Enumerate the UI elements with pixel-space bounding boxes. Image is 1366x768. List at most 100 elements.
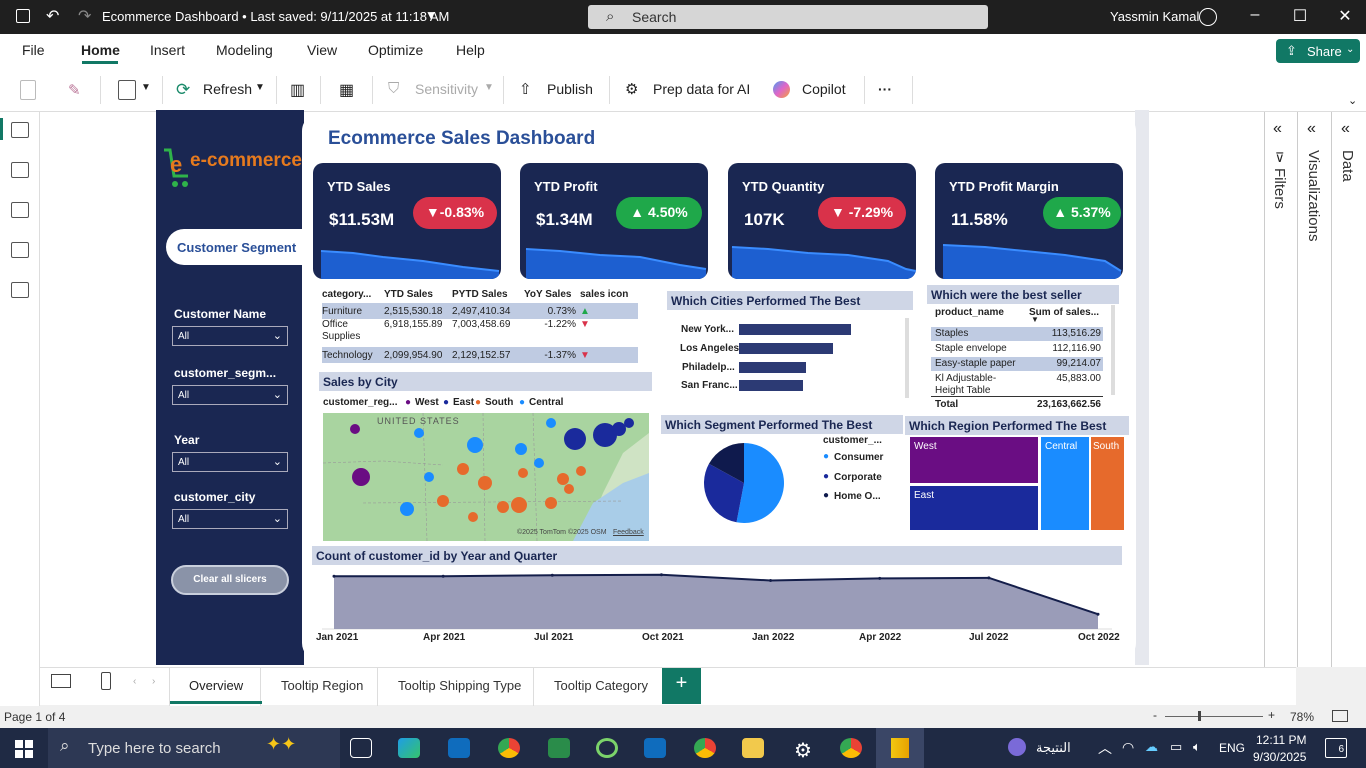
cloud-icon[interactable]: ☁: [1145, 739, 1158, 754]
language-indicator[interactable]: ENG: [1219, 741, 1246, 755]
cities-bar-chart[interactable]: New York... Los Angeles Philadelp... San…: [667, 316, 913, 398]
new-visual-icon[interactable]: ▥: [290, 82, 306, 99]
zoom-level[interactable]: 78%: [1290, 710, 1315, 724]
city-bar[interactable]: [739, 343, 834, 354]
table-row[interactable]: Furniture 2,515,530.18 2,497,410.34 0.73…: [322, 303, 638, 319]
data-point[interactable]: [1096, 612, 1100, 616]
filters-pane-tab[interactable]: Filters: [1271, 168, 1288, 209]
column-header[interactable]: YoY Sales: [524, 288, 572, 300]
file-explorer-icon[interactable]: [742, 738, 764, 758]
city-bar[interactable]: [739, 362, 807, 373]
table-row[interactable]: Staples 113,516.29: [931, 327, 1103, 341]
legend-item[interactable]: East: [453, 397, 475, 408]
copilot-button[interactable]: Copilot: [802, 81, 846, 97]
maximize-icon[interactable]: ☐: [1292, 8, 1308, 25]
tab-tooltip-shipping[interactable]: [378, 668, 534, 706]
column-header[interactable]: PYTD Sales: [452, 288, 508, 300]
legend-item[interactable]: Corporate: [834, 472, 882, 483]
tmdl-view-icon[interactable]: [11, 282, 29, 298]
column-header[interactable]: YTD Sales: [384, 288, 433, 300]
next-page-icon[interactable]: ›: [152, 676, 156, 687]
kpi-card-ytd-profit-margin[interactable]: YTD Profit Margin 11.58% ▲ 5.37%: [935, 163, 1123, 279]
sales-map[interactable]: UNITED STATES ©2025 TomTom ©2025 OSM Fee…: [323, 413, 649, 541]
tab-label[interactable]: Tooltip Region: [281, 678, 364, 693]
wifi-icon[interactable]: ◠: [1122, 739, 1135, 755]
redo-icon[interactable]: ↷: [78, 8, 92, 25]
column-header[interactable]: product_name: [935, 307, 1004, 318]
best-seller-table[interactable]: product_name Sum of sales... ▼ Staples 11…: [931, 305, 1115, 411]
kpi-card-ytd-sales[interactable]: YTD Sales $11.53M ▼-0.83%: [313, 163, 501, 279]
collapse-filters-icon[interactable]: «: [1273, 120, 1282, 137]
legend-item[interactable]: South: [485, 397, 514, 408]
search-box[interactable]: ⌕ Search: [588, 5, 988, 29]
menu-home[interactable]: Home: [81, 42, 120, 58]
document-title[interactable]: Ecommerce Dashboard • Last saved: 9/11/2…: [102, 9, 450, 24]
app-icon[interactable]: [596, 738, 618, 758]
tab-label[interactable]: Tooltip Shipping Type: [398, 678, 522, 693]
share-button[interactable]: ⇪ Share ⌄: [1276, 39, 1360, 63]
menu-modeling[interactable]: Modeling: [216, 42, 273, 58]
fit-to-page-icon[interactable]: [1332, 710, 1348, 722]
treemap-south[interactable]: South: [1090, 436, 1125, 531]
kpi-card-ytd-profit[interactable]: YTD Profit $1.34M ▲ 4.50%: [520, 163, 708, 279]
volume-icon[interactable]: 🔈︎: [1193, 739, 1201, 754]
refresh-button[interactable]: Refresh: [203, 81, 253, 97]
legend-item[interactable]: West: [415, 397, 439, 408]
save-icon[interactable]: [16, 9, 30, 23]
city-bar[interactable]: [739, 324, 851, 335]
column-header[interactable]: category...: [322, 288, 372, 300]
more-options-icon[interactable]: ···: [878, 81, 892, 97]
data-point[interactable]: [769, 578, 773, 582]
category-table[interactable]: category... YTD Sales PYTD Sales YoY Sal…: [322, 285, 638, 365]
zoom-slider-thumb[interactable]: [1198, 711, 1201, 721]
report-view-icon[interactable]: [11, 122, 29, 138]
tab-overview[interactable]: [169, 668, 262, 706]
powerbi-taskbar-button[interactable]: [876, 728, 924, 768]
year-slicer[interactable]: All ⌄: [172, 452, 288, 472]
settings-gear-icon[interactable]: ⚙: [794, 740, 812, 762]
legend-item[interactable]: Home O...: [834, 491, 881, 502]
minimize-icon[interactable]: –: [1250, 6, 1260, 23]
publish-icon[interactable]: ⇧: [519, 81, 532, 98]
dax-query-icon[interactable]: [11, 242, 29, 258]
show-hidden-icons-icon[interactable]: ︿: [1098, 740, 1112, 756]
menu-view[interactable]: View: [307, 42, 338, 58]
menu-optimize[interactable]: Optimize: [368, 42, 424, 58]
model-view-icon[interactable]: [11, 202, 29, 218]
copilot-icon[interactable]: [773, 81, 790, 98]
visualizations-pane-tab[interactable]: Visualizations: [1305, 150, 1322, 242]
data-point[interactable]: [878, 576, 882, 580]
sort-icon[interactable]: ▼: [1031, 315, 1039, 324]
table-row[interactable]: Office Supplies 6,918,155.89 7,003,458.6…: [322, 319, 638, 347]
calculator-icon[interactable]: ▦: [339, 82, 355, 99]
windows-start-icon[interactable]: [15, 740, 33, 758]
kpi-card-ytd-quantity[interactable]: YTD Quantity 107K ▼ -7.29%: [728, 163, 916, 279]
add-page-button[interactable]: +: [662, 668, 701, 704]
count-area-chart[interactable]: [312, 565, 1122, 647]
desktop-layout-icon[interactable]: [51, 674, 71, 688]
taskbar-search[interactable]: ⌕ Type here to search ✦✦: [48, 728, 340, 768]
table-row[interactable]: Easy-staple paper 99,214.07: [931, 357, 1103, 371]
task-view-icon[interactable]: [350, 738, 372, 758]
treemap-central[interactable]: Central: [1040, 436, 1090, 531]
column-header[interactable]: sales icon: [580, 288, 629, 300]
data-point[interactable]: [550, 573, 554, 577]
zoom-slider[interactable]: [1165, 716, 1263, 717]
data-pane-tab[interactable]: Data: [1339, 150, 1356, 182]
menu-file[interactable]: File: [22, 42, 45, 58]
data-point[interactable]: [332, 574, 336, 578]
table-row[interactable]: Technology 2,099,954.90 2,129,152.57 -1.…: [322, 347, 638, 363]
battery-icon[interactable]: ▭: [1170, 739, 1183, 754]
paste-icon[interactable]: [20, 80, 36, 100]
clock-date[interactable]: 9/30/2025: [1253, 750, 1307, 764]
clock-time[interactable]: 12:11 PM: [1256, 733, 1307, 747]
tab-label[interactable]: Tooltip Category: [554, 678, 648, 693]
customer-segment-button[interactable]: Customer Segment: [166, 229, 308, 265]
chrome-icon[interactable]: [498, 738, 520, 758]
legend-item[interactable]: Central: [529, 397, 564, 408]
undo-icon[interactable]: ↶: [46, 8, 60, 25]
collapse-ribbon-icon[interactable]: ⌄: [1348, 95, 1358, 107]
customer-city-slicer[interactable]: All ⌄: [172, 509, 288, 529]
data-point[interactable]: [441, 574, 445, 578]
tab-tooltip-region[interactable]: [261, 668, 378, 706]
